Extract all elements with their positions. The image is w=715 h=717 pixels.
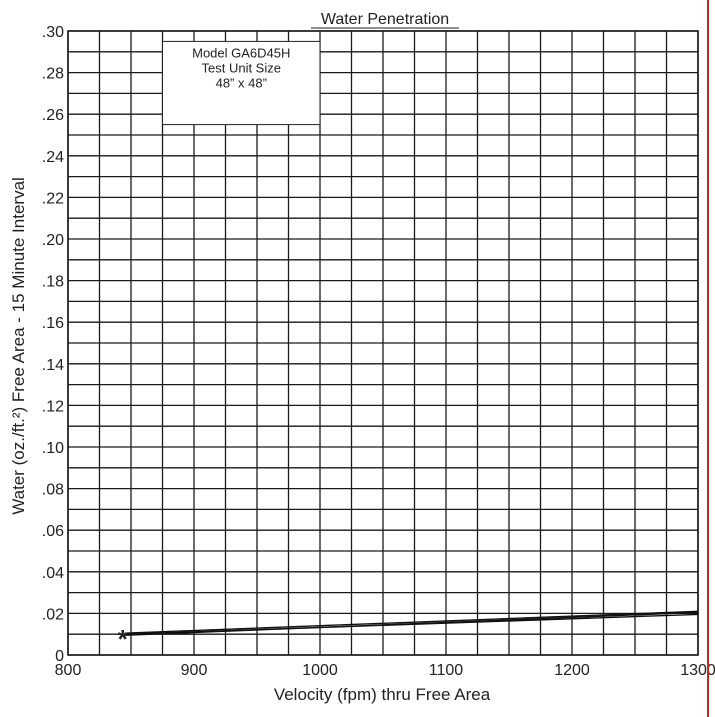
y-tick-label: .24 [42,149,64,166]
y-tick-label: .22 [42,190,64,207]
x-axis-ticks: 800 900 1000 1100 1200 1300 [55,662,715,679]
x-tick-label: 1200 [554,662,590,679]
y-tick-label: .14 [42,357,64,374]
y-tick-label: .20 [42,232,64,249]
annotation-box: Model GA6D45H Test Unit Size 48” x 48” [162,40,321,126]
y-tick-label: .08 [42,482,64,499]
chart-title: Water Penetration [321,11,449,28]
annotation-unit-size: 48” x 48” [216,75,267,90]
x-tick-label: 900 [181,662,208,679]
plot-frame [67,30,699,656]
series-line [124,613,699,635]
y-tick-label: .16 [42,315,64,332]
y-tick-label: .18 [42,274,64,291]
annotation-box-frame [162,40,321,126]
x-tick-label: 1000 [302,662,338,679]
y-tick-label: .28 [42,66,64,83]
x-tick-label: 1100 [429,662,464,679]
y-tick-label: .10 [42,440,64,457]
y-tick-label: .02 [42,606,64,623]
y-axis-ticks: 0 .02 .04 .06 .08 .10 .12 .14 .16 .18 .20 .22 .24 .26… [42,24,64,665]
chart-grid [67,30,699,656]
y-axis-label: Water (oz./ft.²) Free Area - 15 Minute I… [9,177,28,515]
y-tick-label: .04 [42,565,64,582]
series-line [124,610,699,634]
y-tick-label: .26 [42,107,64,124]
y-tick-label: 0 [55,648,64,665]
data-marker-asterisk: * [118,624,129,654]
x-tick-label: 1300 [680,662,715,679]
x-tick-label: 800 [55,662,82,679]
annotation-model: Model GA6D45H [192,45,290,60]
y-tick-label: .06 [42,523,64,540]
annotation-unit-size-label: Test Unit Size [202,60,281,75]
y-tick-label: .12 [42,398,64,415]
x-axis-label: Velocity (fpm) thru Free Area [274,685,491,704]
data-series [124,610,699,636]
y-tick-label: .30 [42,24,64,41]
